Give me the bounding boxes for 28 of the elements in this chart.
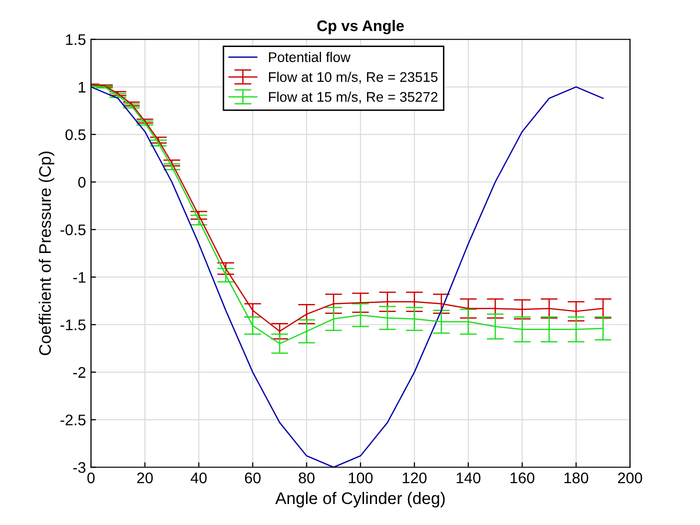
x-tick-label: 20 — [137, 472, 153, 484]
y-axis-title: Coefficient of Pressure (Cp) — [38, 152, 54, 356]
legend-label: Flow at 15 m/s, Re = 35272 — [269, 92, 438, 104]
y-tick-label: 0.5 — [66, 129, 86, 140]
y-tick-label: -3 — [73, 462, 86, 473]
line-series — [91, 86, 604, 468]
x-axis-title: Angle of Cylinder (deg) — [275, 492, 445, 508]
chart-title: Cp vs Angle — [317, 20, 404, 34]
y-tick-label: -0.5 — [60, 224, 86, 236]
x-tick-label: 120 — [402, 472, 427, 484]
x-tick-label: 200 — [618, 472, 642, 484]
y-tick-label: -2 — [73, 367, 86, 378]
y-tick-label: 1.5 — [66, 34, 86, 46]
x-tick-label: 160 — [510, 472, 534, 484]
x-tick-label: 40 — [190, 472, 207, 484]
x-tick-label: 140 — [456, 472, 480, 484]
y-tick-label: -1 — [73, 272, 86, 283]
y-tick-label: 0 — [78, 176, 86, 188]
x-tick-label: 80 — [298, 472, 314, 484]
x-tick-label: 100 — [348, 472, 373, 484]
legend-label: Potential flow — [269, 52, 351, 62]
y-tick-label: -2.5 — [60, 414, 86, 426]
y-tick-label: 1 — [78, 82, 86, 92]
x-tick-label: 180 — [564, 472, 588, 484]
y-tick-label: -1.5 — [60, 320, 86, 330]
legend-label: Flow at 10 m/s, Re = 23515 — [269, 72, 438, 84]
x-tick-label: 0 — [87, 472, 95, 484]
x-tick-label: 60 — [244, 472, 261, 484]
